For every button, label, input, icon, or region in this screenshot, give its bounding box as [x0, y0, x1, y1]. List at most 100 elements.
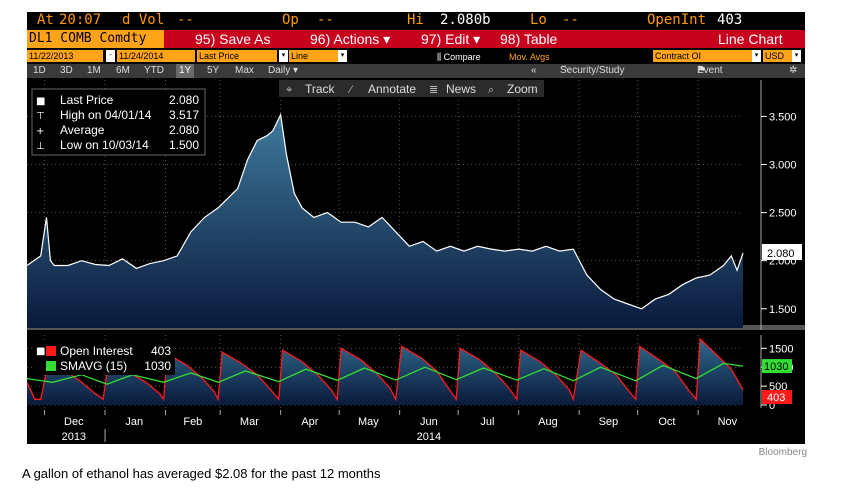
- openint-value: 403: [717, 12, 743, 28]
- chart-type-label: Line Chart: [718, 31, 783, 47]
- oi-series: [27, 337, 744, 405]
- currency-dropdown-icon[interactable]: ▾: [792, 50, 801, 62]
- source-label: Bloomberg: [758, 447, 807, 458]
- track-button[interactable]: Track: [305, 82, 336, 96]
- op-value: --: [317, 12, 334, 28]
- caption: A gallon of ethanol has averaged $2.08 f…: [22, 466, 381, 481]
- price-series: [27, 112, 744, 328]
- smavg-last-label: 1030: [764, 361, 788, 373]
- oi-legend-label: Open Interest: [60, 344, 133, 358]
- compare-icon: ⫼: [437, 52, 444, 62]
- news-icon: ≣: [429, 84, 438, 96]
- event-label: Event: [697, 65, 723, 76]
- x-tick-label: Jul: [480, 416, 494, 428]
- legend-value: 1.500: [169, 138, 199, 152]
- collapse-icon[interactable]: «: [531, 65, 537, 76]
- x-tick-label: Mar: [240, 416, 259, 428]
- dvol-label: d Vol: [122, 12, 165, 28]
- x-axis: Dec Jan Feb Mar Apr May Jun Jul Aug Sep Oct Nov 2013…: [44, 410, 738, 443]
- period-max[interactable]: Max: [235, 65, 254, 76]
- gear-icon[interactable]: ✲: [789, 65, 798, 76]
- oi-legend-value: 403: [151, 344, 171, 358]
- legend-label: Average: [60, 123, 105, 137]
- low-marker-icon: ⊥: [36, 141, 45, 152]
- period-1y[interactable]: 1Y: [176, 64, 195, 78]
- field-select[interactable]: Last Price: [197, 50, 277, 62]
- legend-value: 2.080: [169, 123, 199, 137]
- oi-last-box: [762, 390, 792, 404]
- period-1d[interactable]: 1D: [33, 65, 46, 76]
- oi-legend-label: SMAVG (15): [60, 359, 127, 373]
- price-tick-label: 1.500: [769, 304, 797, 316]
- smavg-swatch-icon: [46, 361, 56, 371]
- zoom-button[interactable]: Zoom: [507, 82, 538, 96]
- style-dropdown-icon[interactable]: ▾: [338, 50, 347, 62]
- chart-tools: ⌖ Track ⁄ Annotate ≣ News ⌕ Zoom: [279, 80, 544, 97]
- lo-value: --: [562, 12, 579, 28]
- x-tick-label: Jun: [420, 416, 438, 428]
- x-tick-label: Nov: [718, 416, 738, 428]
- function-toolbar: DL1 COMB Comdty 95) Save As 96) Actions …: [27, 30, 805, 48]
- time-label: At: [37, 12, 54, 28]
- pencil-icon: ⁄: [347, 84, 354, 96]
- ticker-field[interactable]: DL1 COMB Comdty: [27, 30, 164, 48]
- op-label: Op: [282, 12, 299, 28]
- legend-value: 3.517: [169, 108, 199, 122]
- x-tick-label: Dec: [64, 416, 84, 428]
- x-tick-label: Oct: [658, 416, 675, 428]
- oi-area: [27, 338, 743, 405]
- price-legend[interactable]: ■ Last Price 2.080 ⊤ High on 04/01/14 3.517 + A…: [31, 88, 206, 156]
- style-select[interactable]: Line: [289, 50, 339, 62]
- x-tick-label: Aug: [538, 416, 558, 428]
- currency-select[interactable]: USD: [763, 50, 793, 62]
- flag-icon: ⚑: [697, 65, 709, 76]
- period-ytd[interactable]: YTD: [144, 65, 164, 76]
- annotate-button[interactable]: Annotate: [368, 82, 416, 96]
- openint-label: OpenInt: [647, 12, 707, 28]
- year-label: 2014: [417, 431, 441, 443]
- price-line: [27, 112, 744, 310]
- last-price-label: 2.080: [767, 248, 795, 260]
- period-3d[interactable]: 3D: [60, 65, 73, 76]
- oi-axis: 1500100050001030403: [760, 335, 793, 412]
- edit-menu[interactable]: 97) Edit ▾: [421, 31, 481, 47]
- period-6m[interactable]: 6M: [116, 65, 130, 76]
- x-tick-label: Apr: [301, 416, 318, 428]
- smavg-line: [27, 362, 744, 385]
- dvol-value: --: [177, 12, 194, 28]
- track-icon: ⌖: [286, 84, 292, 96]
- legend-label: High on 04/01/14: [60, 108, 152, 122]
- frequency-select[interactable]: Daily ▾: [268, 65, 299, 76]
- save-as-button[interactable]: 95) Save As: [195, 31, 271, 47]
- settings-bar: 11/22/2013 - 11/24/2014 Last Price ▾ Lin…: [27, 49, 805, 63]
- period-1m[interactable]: 1M: [87, 65, 101, 76]
- high-marker-icon: ⊤: [36, 111, 45, 122]
- price-area: [27, 114, 743, 328]
- period-5y[interactable]: 5Y: [207, 65, 220, 76]
- collapse-oi-legend-icon[interactable]: ■: [36, 346, 45, 357]
- actions-menu[interactable]: 96) Actions ▾: [310, 31, 391, 47]
- period-bar: 1D 3D 1M 6M YTD 1Y 5Y Max Daily ▾ « 〽 Se…: [27, 64, 805, 78]
- mov-avgs-button[interactable]: Mov. Avgs: [509, 52, 550, 62]
- end-date-field[interactable]: 11/24/2014: [117, 50, 195, 62]
- oi-last-label: 403: [767, 392, 785, 404]
- contract-oi-select[interactable]: Contract OI: [653, 50, 753, 62]
- smavg-last-box: [762, 359, 792, 374]
- time-value: 20:07: [59, 12, 102, 28]
- compare-label: Compare: [443, 52, 481, 62]
- compare-button[interactable]: ⫼ Compare: [437, 50, 481, 64]
- price-tick-label: 3.500: [769, 111, 797, 123]
- oi-tick-label: 0: [769, 400, 775, 412]
- legend-value: 2.080: [169, 93, 199, 107]
- chart-study-icon: 〽: [560, 65, 573, 76]
- year-label: 2013: [62, 431, 86, 443]
- contract-dropdown-icon[interactable]: ▾: [752, 50, 761, 62]
- security-study-label: Security/Study: [560, 65, 625, 76]
- oi-legend[interactable]: Open Interest 403 SMAVG (15) 1030 ■: [32, 343, 175, 375]
- table-button[interactable]: 98) Table: [500, 31, 558, 47]
- news-button[interactable]: News: [446, 82, 476, 96]
- field-dropdown-icon[interactable]: ▾: [279, 50, 288, 62]
- start-date-field[interactable]: 11/22/2013: [27, 50, 103, 62]
